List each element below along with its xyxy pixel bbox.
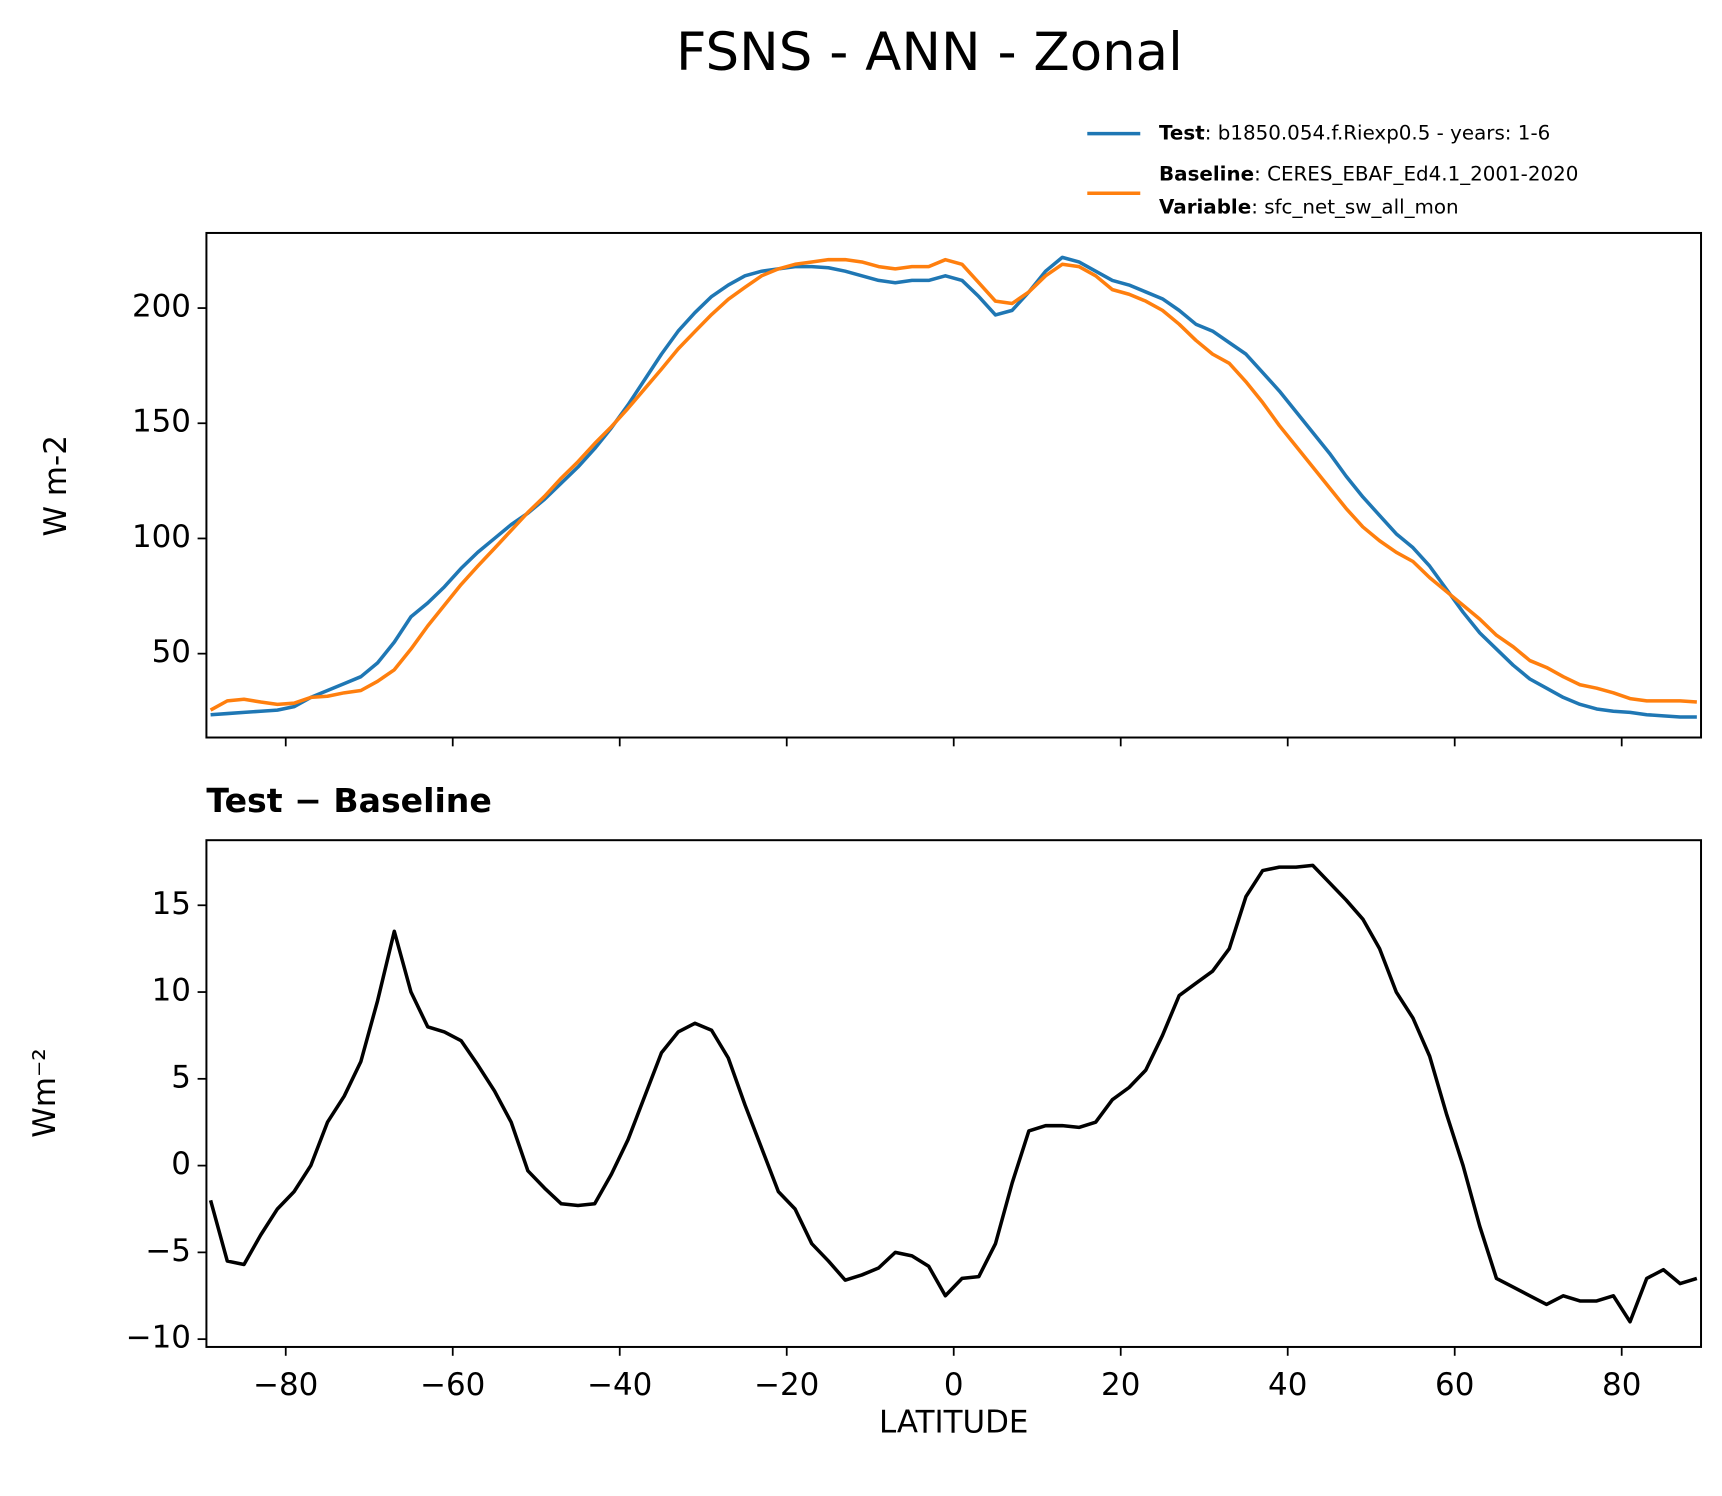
legend-text: : sfc_net_sw_all_mon (1251, 195, 1458, 218)
y-tick-label: −10 (126, 1320, 191, 1356)
legend-label: Test: b1850.054.f.Riexp0.5 - years: 1-6 (1159, 121, 1550, 144)
legend-text: : b1850.054.f.Riexp0.5 - years: 1-6 (1205, 121, 1551, 144)
y-tick-label: −5 (145, 1233, 191, 1269)
x-tick-label: 60 (1435, 1367, 1474, 1403)
x-axis-label: LATITUDE (879, 1405, 1028, 1441)
subplot-title: Test − Baseline (206, 781, 491, 820)
data-line (210, 255, 1697, 719)
data-line (209, 257, 1697, 712)
plot-area (208, 863, 1698, 1324)
x-tick-label: −80 (253, 1367, 318, 1403)
y-tick-label: 100 (132, 519, 191, 555)
y-tick-label: 150 (132, 404, 191, 440)
y-axis-label: W m-2 (38, 435, 74, 536)
x-tick-label: −60 (420, 1367, 485, 1403)
y-tick-label: 15 (152, 886, 191, 922)
plot-area (209, 255, 1697, 719)
y-tick-label: 10 (152, 973, 191, 1009)
x-tick-label: 0 (944, 1367, 964, 1403)
figure-title: FSNS - ANN - Zonal (676, 22, 1183, 83)
x-tick-label: 80 (1602, 1367, 1641, 1403)
legend-name: Test (1159, 121, 1205, 144)
x-tick-label: −40 (587, 1367, 652, 1403)
data-line (208, 863, 1698, 1324)
legend-label: Variable: sfc_net_sw_all_mon (1159, 195, 1459, 218)
axes-frame (205, 231, 1703, 739)
y-axis-label: Wm⁻² (27, 1048, 63, 1137)
legend-name: Variable (1159, 195, 1251, 218)
axes-frame (205, 839, 1703, 1348)
x-tick-label: −20 (754, 1367, 819, 1403)
legend-text: : CERES_EBAF_Ed4.1_2001-2020 (1254, 162, 1578, 185)
legend-name: Baseline (1159, 162, 1254, 185)
y-tick-label: 5 (171, 1059, 191, 1095)
x-tick-label: 40 (1268, 1367, 1307, 1403)
y-tick-label: 200 (132, 289, 191, 325)
x-tick-label: 20 (1101, 1367, 1140, 1403)
y-tick-label: 50 (152, 634, 191, 670)
y-tick-label: 0 (171, 1146, 191, 1182)
legend-label: Baseline: CERES_EBAF_Ed4.1_2001-2020 (1159, 162, 1578, 185)
